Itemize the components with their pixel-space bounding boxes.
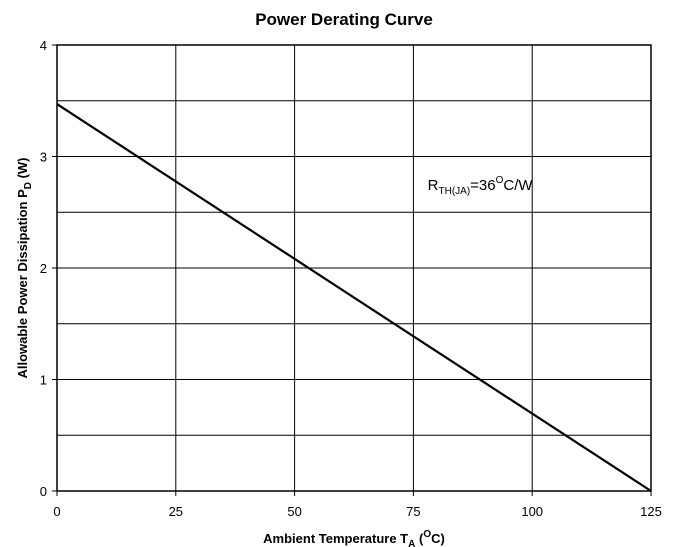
y-tick-label: 1 [40,373,47,388]
x-tick-label: 75 [406,504,420,519]
x-tick-label: 50 [287,504,301,519]
y-tick-label: 2 [40,261,47,276]
y-tick-label: 0 [40,484,47,499]
y-tick-label: 4 [40,38,47,53]
x-tick-label: 125 [640,504,662,519]
y-axis-label: Allowable Power Dissipation PD (W) [15,157,34,378]
series-group [56,103,652,492]
x-tick-label: 0 [53,504,60,519]
thermal-resistance-annotation: RTH(JA)=36OC/W [428,175,534,197]
x-tick-label: 100 [521,504,543,519]
chart-title: Power Derating Curve [255,10,433,29]
x-axis-label: Ambient Temperature TA (OC) [263,529,445,547]
x-tick-labels: 0 25 50 75 100 125 [53,491,662,519]
grid-lines [57,45,651,491]
y-tick-labels: 0 1 2 3 4 [40,38,57,499]
y-tick-label: 3 [40,150,47,165]
derating-line [56,103,652,492]
x-tick-label: 25 [169,504,183,519]
